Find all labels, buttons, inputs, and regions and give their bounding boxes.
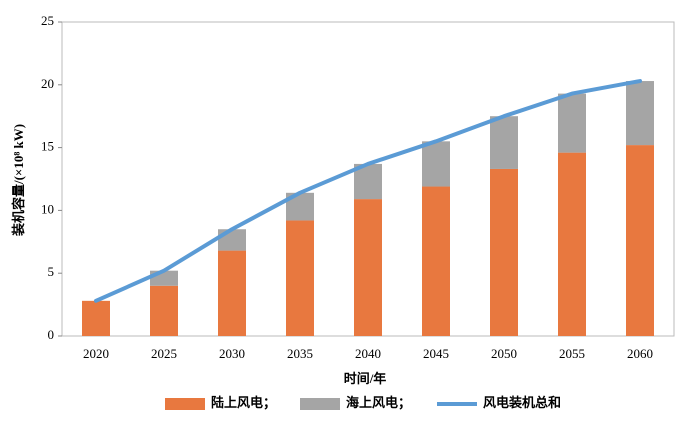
legend-label: 陆上风电； [211, 395, 276, 411]
x-tick-label: 2040 [355, 346, 381, 361]
bar [150, 285, 178, 336]
legend-label: 风电装机总和 [483, 395, 561, 410]
bar [422, 186, 450, 336]
x-tick-label: 2050 [491, 346, 517, 361]
x-tick-label: 2020 [83, 346, 109, 361]
bar [422, 141, 450, 187]
x-tick-label: 2055 [559, 346, 585, 361]
y-tick-label: 5 [48, 264, 55, 279]
legend-label: 海上风电； [346, 395, 411, 411]
bar [626, 81, 654, 146]
bar [558, 152, 586, 336]
line [94, 79, 642, 303]
y-tick-label: 10 [41, 201, 54, 216]
x-axis-label: 时间/年 [344, 371, 387, 386]
y-tick-label: 20 [41, 76, 54, 91]
bar [490, 168, 518, 336]
y-axis-label: 装机容量/(×10⁸ kW) [11, 124, 26, 237]
bar [82, 300, 110, 336]
legend-swatch [300, 398, 340, 410]
bar [286, 220, 314, 336]
bar [354, 199, 382, 336]
y-tick-label: 15 [41, 139, 54, 154]
x-tick-label: 2035 [287, 346, 313, 361]
y-tick-label: 0 [48, 327, 55, 342]
x-tick-label: 2045 [423, 346, 449, 361]
bar [490, 116, 518, 169]
bar [218, 250, 246, 336]
legend-swatch [165, 398, 205, 410]
bar [558, 93, 586, 153]
bar [218, 229, 246, 251]
x-tick-label: 2060 [627, 346, 653, 361]
x-tick-label: 2030 [219, 346, 245, 361]
y-tick-label: 25 [41, 13, 54, 28]
x-tick-label: 2025 [151, 346, 177, 361]
bar [626, 145, 654, 336]
